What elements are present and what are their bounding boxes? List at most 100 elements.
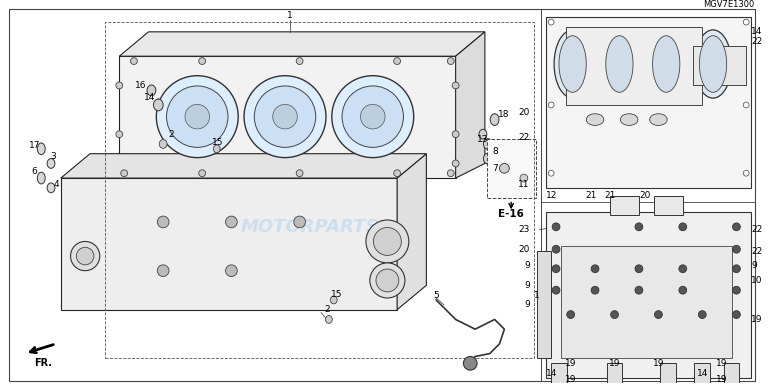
Text: 18: 18 <box>498 110 509 119</box>
Ellipse shape <box>376 269 399 292</box>
Ellipse shape <box>552 223 560 231</box>
Ellipse shape <box>366 220 409 263</box>
Ellipse shape <box>491 114 499 126</box>
Text: 22: 22 <box>518 132 530 142</box>
Ellipse shape <box>244 76 326 157</box>
Ellipse shape <box>448 58 454 65</box>
Polygon shape <box>119 56 455 178</box>
Ellipse shape <box>131 58 138 65</box>
Text: 5: 5 <box>433 291 439 300</box>
Text: E-16: E-16 <box>498 209 524 219</box>
Ellipse shape <box>153 99 163 111</box>
Ellipse shape <box>567 311 574 318</box>
Ellipse shape <box>294 216 305 228</box>
Ellipse shape <box>331 76 414 157</box>
Text: 9: 9 <box>524 261 530 270</box>
Text: 19: 19 <box>716 359 727 368</box>
Bar <box>546 17 751 188</box>
Ellipse shape <box>733 265 741 273</box>
Ellipse shape <box>548 170 554 176</box>
Ellipse shape <box>296 58 303 65</box>
Ellipse shape <box>47 183 55 193</box>
Text: 12: 12 <box>546 191 558 200</box>
Ellipse shape <box>167 86 228 147</box>
Ellipse shape <box>370 263 405 298</box>
Text: 19: 19 <box>716 375 727 384</box>
Ellipse shape <box>586 114 604 126</box>
Bar <box>607 363 622 383</box>
Text: MOTORPARTS: MOTORPARTS <box>240 218 378 236</box>
Ellipse shape <box>273 104 298 129</box>
Ellipse shape <box>500 164 509 173</box>
Ellipse shape <box>654 311 662 318</box>
Text: 19: 19 <box>609 359 621 368</box>
Ellipse shape <box>733 223 741 231</box>
Text: 20: 20 <box>518 245 530 254</box>
Bar <box>566 27 702 105</box>
Polygon shape <box>397 154 426 310</box>
Ellipse shape <box>116 131 123 137</box>
Ellipse shape <box>484 139 492 149</box>
Text: 1: 1 <box>534 291 539 300</box>
Text: 10: 10 <box>751 276 763 285</box>
Ellipse shape <box>733 311 741 318</box>
Ellipse shape <box>198 170 205 177</box>
Bar <box>546 212 751 378</box>
Ellipse shape <box>159 140 167 148</box>
Ellipse shape <box>448 170 454 177</box>
Ellipse shape <box>394 58 401 65</box>
Ellipse shape <box>71 241 100 271</box>
Ellipse shape <box>699 36 727 92</box>
Ellipse shape <box>552 286 560 294</box>
Ellipse shape <box>591 286 599 294</box>
Text: 14: 14 <box>751 27 762 36</box>
Text: 20: 20 <box>518 108 530 117</box>
Ellipse shape <box>479 129 487 139</box>
Ellipse shape <box>374 228 401 255</box>
Text: 14: 14 <box>697 368 708 378</box>
Ellipse shape <box>559 36 586 92</box>
Ellipse shape <box>679 265 687 273</box>
Ellipse shape <box>743 102 749 108</box>
Text: 22: 22 <box>751 247 762 256</box>
Text: 6: 6 <box>32 167 38 176</box>
Ellipse shape <box>147 85 156 96</box>
Ellipse shape <box>694 30 731 98</box>
Text: 21: 21 <box>604 191 616 200</box>
Ellipse shape <box>38 143 45 155</box>
Bar <box>724 363 739 383</box>
Ellipse shape <box>591 265 599 273</box>
Ellipse shape <box>554 30 591 98</box>
Ellipse shape <box>156 76 238 157</box>
Text: 21: 21 <box>585 191 597 200</box>
Text: 16: 16 <box>135 81 147 90</box>
Ellipse shape <box>38 172 45 184</box>
Text: 22: 22 <box>751 225 762 234</box>
Bar <box>693 47 746 85</box>
Text: 9: 9 <box>524 300 530 309</box>
Ellipse shape <box>635 265 643 273</box>
Ellipse shape <box>548 102 554 108</box>
Ellipse shape <box>698 311 706 318</box>
Text: FR.: FR. <box>35 358 52 368</box>
Polygon shape <box>61 154 426 178</box>
Ellipse shape <box>679 286 687 294</box>
Polygon shape <box>61 178 397 310</box>
Text: MGV7E1300: MGV7E1300 <box>703 0 754 9</box>
Ellipse shape <box>158 265 169 276</box>
Ellipse shape <box>484 153 492 164</box>
Ellipse shape <box>621 114 638 126</box>
Ellipse shape <box>611 311 618 318</box>
Text: 14: 14 <box>545 368 557 378</box>
Text: 1: 1 <box>287 11 293 20</box>
Text: 13: 13 <box>477 135 488 144</box>
Ellipse shape <box>121 170 128 177</box>
Bar <box>654 196 683 215</box>
Text: 23: 23 <box>518 225 530 234</box>
Polygon shape <box>455 32 485 178</box>
Ellipse shape <box>213 145 220 153</box>
Bar <box>551 363 567 383</box>
Ellipse shape <box>47 159 55 168</box>
Bar <box>487 139 535 198</box>
Ellipse shape <box>452 160 459 167</box>
